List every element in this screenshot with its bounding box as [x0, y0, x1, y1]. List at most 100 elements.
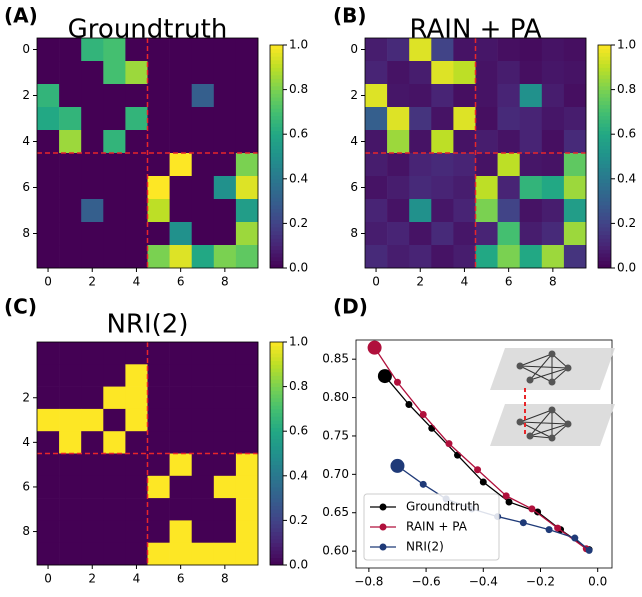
heatmap-cell: [213, 222, 237, 246]
heatmap-cell: [191, 342, 215, 365]
heatmap-cell: [541, 84, 565, 108]
y-tick-label: 6: [22, 180, 30, 194]
colorbar-segment: [598, 238, 611, 243]
colorbar-segment: [270, 408, 283, 414]
heatmap-cell: [497, 245, 520, 269]
colorbar-segment: [598, 178, 611, 184]
heatmap-cell: [563, 130, 587, 154]
heatmap-cell: [125, 453, 148, 477]
colorbar-tick-label: 1.0: [289, 38, 308, 52]
colorbar-segment: [270, 219, 283, 224]
heatmap-cell: [169, 130, 192, 154]
heatmap-cell: [103, 520, 126, 543]
colorbar-segment: [598, 189, 611, 195]
colorbar-tick-label: 0.4: [289, 171, 308, 185]
legend-label: Groundtruth: [406, 500, 480, 514]
heatmap-cell: [37, 408, 60, 432]
colorbar-segment: [270, 557, 283, 562]
colorbar-segment: [270, 453, 283, 458]
heatmap-cell: [169, 61, 192, 85]
colorbar-segment: [598, 137, 611, 143]
heatmap-cell: [213, 153, 237, 177]
heatmap-cell: [387, 176, 410, 200]
heatmap-cell: [365, 61, 388, 85]
colorbar-segment: [270, 141, 283, 146]
legend-marker: [379, 543, 387, 551]
colorbar-segment: [598, 156, 611, 161]
heatmap-cell: [431, 245, 454, 269]
heatmap-cell: [387, 199, 410, 223]
heatmap-cell: [387, 153, 410, 177]
colorbar-segment: [270, 490, 283, 495]
heatmap-cell: [103, 38, 126, 62]
heatmap-cell: [497, 199, 520, 223]
heatmap-cell: [191, 84, 215, 108]
data-point: [419, 410, 427, 418]
colorbar-segment: [270, 520, 283, 525]
data-point: [474, 466, 482, 474]
colorbar-segment: [270, 215, 283, 221]
heatmap-cell: [81, 199, 104, 223]
heatmap-cell: [125, 84, 148, 108]
y-tick-label: 2: [350, 88, 358, 102]
colorbar-segment: [598, 89, 611, 94]
heatmap-cell: [59, 61, 82, 85]
heatmap-cell: [409, 199, 432, 223]
heatmap-cell: [497, 222, 520, 246]
colorbar-tick-label: 0.2: [617, 216, 636, 230]
colorbar-segment: [270, 553, 283, 559]
y-tick-label: 6: [22, 479, 30, 493]
colorbar-segment: [270, 494, 283, 499]
colorbar-frame: [269, 44, 284, 269]
heatmap-cell: [365, 153, 388, 177]
heatmap-cell: [147, 61, 170, 85]
colorbar-segment: [270, 405, 283, 410]
heatmap-cell: [169, 453, 192, 477]
heatmap-cell: [37, 38, 60, 62]
colorbar-segment: [270, 238, 283, 243]
colorbar-segment: [270, 446, 283, 451]
heatmap-cell: [81, 364, 104, 387]
heatmap-cell: [125, 431, 148, 454]
heatmap-cell: [103, 61, 126, 85]
colorbar-tick-label: 0.0: [289, 558, 308, 572]
heatmap-cell: [147, 453, 170, 477]
colorbar-segment: [270, 379, 283, 384]
x-tick-label: 8: [549, 275, 557, 289]
heatmap-cell: [59, 408, 82, 432]
heatmap-cell: [103, 431, 126, 454]
heatmap-cell: [497, 176, 520, 200]
heatmap-cell: [235, 498, 259, 521]
heatmap-cell: [387, 61, 410, 85]
colorbar-segment: [598, 201, 611, 206]
heatmap-cell: [431, 153, 454, 177]
heatmap-cell: [169, 520, 192, 543]
heatmap-cell: [213, 542, 237, 566]
heatmap-cell: [191, 431, 215, 454]
colorbar-segment: [598, 104, 611, 109]
colorbar-segment: [270, 368, 283, 373]
heatmap-cell: [37, 542, 60, 566]
heatmap-cell: [519, 222, 543, 246]
colorbar-segment: [598, 167, 611, 172]
heatmap-cell: [147, 38, 170, 62]
heatmap-cell: [191, 408, 215, 432]
heatmap-cell: [409, 38, 432, 62]
colorbar-segment: [598, 78, 611, 83]
colorbar-segment: [270, 512, 283, 518]
colorbar-segment: [270, 163, 283, 169]
heatmap-cell: [37, 61, 60, 85]
heatmap-cell: [37, 130, 60, 154]
colorbar-tick-label: 0.6: [617, 127, 636, 141]
heatmap-cell: [125, 342, 148, 365]
heatmap-cell: [387, 107, 410, 131]
colorbar-segment: [270, 438, 283, 443]
heatmap-cell: [235, 453, 259, 477]
colorbar-segment: [598, 115, 611, 120]
heatmap-cell: [191, 199, 215, 223]
colorbar-segment: [270, 249, 283, 254]
heatmap-cell: [387, 245, 410, 269]
inset-diagram: [490, 348, 615, 446]
heatmap-cell: [409, 222, 432, 246]
colorbar-segment: [270, 527, 283, 533]
